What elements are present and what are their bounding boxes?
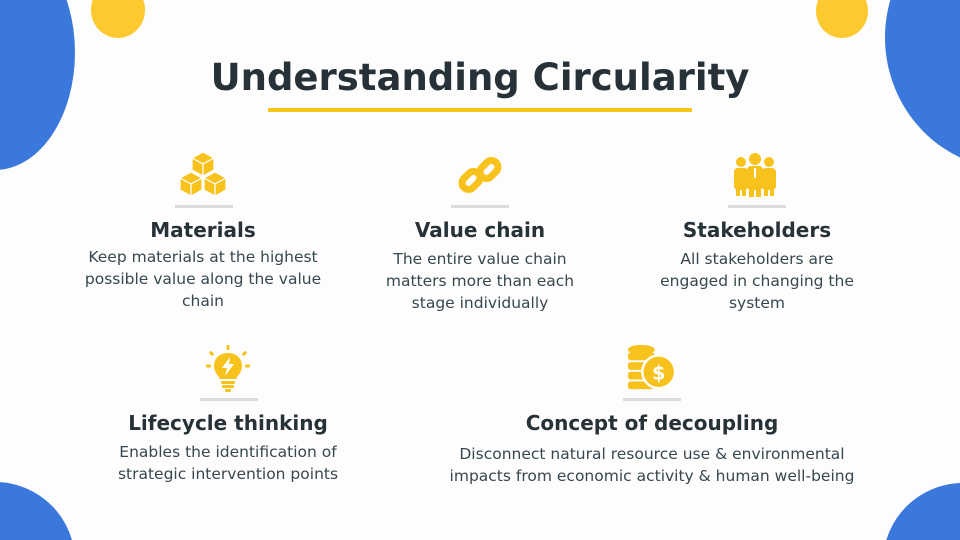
title-underline — [268, 108, 692, 112]
card-separator — [728, 205, 786, 208]
yellow-circle-top-left — [91, 0, 145, 38]
card-title-materials: Materials — [150, 218, 256, 242]
yellow-circle-top-right — [816, 0, 868, 38]
lightbulb-icon — [203, 345, 253, 395]
cubes-icon — [178, 150, 228, 200]
slide-title: Understanding Circularity — [210, 56, 750, 99]
card-desc-lifecycle-thinking: Enables the identification of strategic … — [117, 443, 339, 483]
card-desc-value-chain: The entire value chain matters more than… — [385, 250, 575, 312]
card-separator — [175, 205, 233, 208]
blue-circle-bottom-left — [0, 482, 75, 540]
blue-circle-bottom-right — [883, 483, 960, 540]
card-title-value-chain: Value chain — [414, 218, 546, 242]
card-separator — [200, 398, 258, 401]
coins-icon: $ — [626, 342, 676, 392]
card-desc-stakeholders: All stakeholders are engaged in changing… — [660, 250, 854, 312]
svg-text:$: $ — [652, 362, 665, 385]
card-separator — [623, 398, 681, 401]
card-title-lifecycle-thinking: Lifecycle thinking — [128, 411, 328, 435]
people-group-icon — [730, 150, 780, 200]
card-separator — [451, 205, 509, 208]
card-desc-concept-of-decoupling: Disconnect natural resource use & enviro… — [449, 445, 855, 485]
chain-link-icon — [455, 150, 505, 200]
card-title-stakeholders: Stakeholders — [682, 218, 832, 242]
card-title-concept-of-decoupling: Concept of decoupling — [525, 411, 779, 435]
card-desc-materials: Keep materials at the highest possible v… — [84, 248, 322, 310]
